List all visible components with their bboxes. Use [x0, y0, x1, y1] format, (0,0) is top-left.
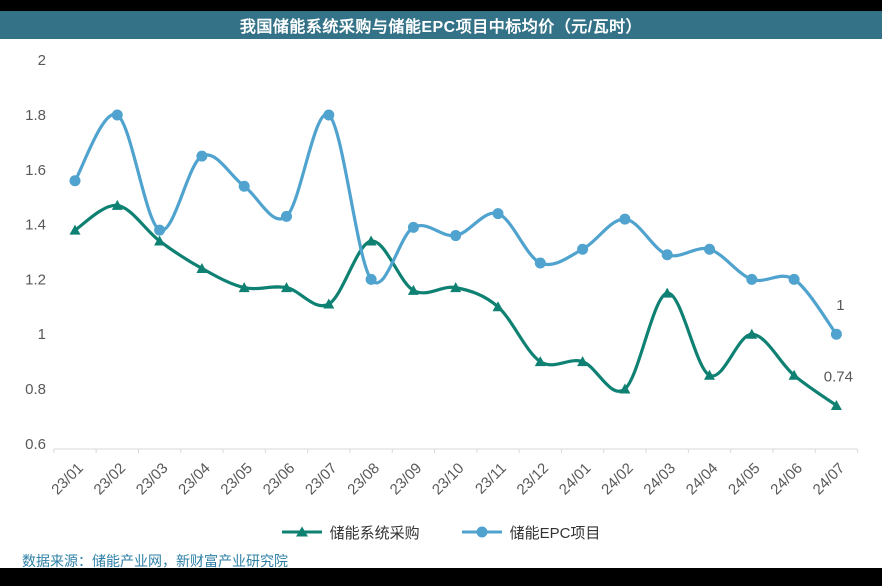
x-tick-label: 23/03 [133, 460, 172, 499]
series-1-circle-marker [534, 257, 546, 269]
line-chart: 2 1.8 1.6 1.4 1.2 1 0.8 0.623/01 23/02 23/03 23/04… [25, 52, 859, 499]
series-0-triangle-marker [704, 369, 715, 380]
series-1-circle-marker [69, 175, 81, 187]
series-1-circle-marker [830, 328, 842, 340]
series-1-circle-marker [788, 273, 800, 285]
series-1-circle-marker [365, 273, 377, 285]
series-1-circle-marker [154, 224, 166, 236]
series-0-triangle-marker [830, 399, 842, 410]
y-tick-label: 1.4 [25, 217, 46, 234]
series-0-triangle-marker [365, 235, 377, 246]
y-tick-label: 1.6 [25, 162, 46, 179]
series-1-circle-marker [238, 180, 250, 192]
legend-item-system-procurement: 储能系统采购 [281, 522, 420, 543]
x-tick-label: 24/07 [810, 460, 849, 499]
x-tick-label: 24/06 [767, 460, 806, 499]
series-1-circle-marker [661, 249, 673, 261]
chart-legend: 储能系统采购 储能EPC项目 [0, 517, 882, 547]
x-tick-label: 24/03 [640, 460, 679, 499]
series-1-line [73, 112, 838, 336]
y-tick-label: 0.8 [25, 381, 46, 398]
series-1-circle-marker [111, 109, 123, 121]
y-tick-label: 1.8 [25, 107, 46, 124]
series-1-circle-marker [196, 150, 208, 162]
series-1-circle-marker [407, 221, 419, 233]
y-tick-label: 1 [38, 326, 46, 343]
series-0-triangle-marker [407, 284, 419, 295]
series-0-triangle-marker [788, 369, 800, 380]
data-point-label: 1 [836, 297, 844, 314]
series-1-circle-marker [492, 208, 504, 220]
x-tick-label: 23/07 [302, 460, 341, 499]
data-point-label: 0.74 [824, 368, 853, 385]
series-0-triangle-marker [577, 356, 589, 367]
x-tick-label: 24/05 [725, 460, 764, 499]
series-0-triangle-marker [281, 282, 292, 293]
legend-label-epc-project: 储能EPC项目 [509, 524, 601, 542]
series-0-triangle-marker [196, 262, 208, 273]
data-source-note: 数据来源：储能产业网，新财富产业研究院 [22, 553, 288, 569]
chart-area: 2 1.8 1.6 1.4 1.2 1 0.8 0.6 23/01 23/02 23/03 23/04… [0, 39, 882, 509]
series-0-triangle-marker [619, 383, 631, 394]
series-0-triangle-marker [534, 356, 546, 367]
x-tick-label: 23/02 [91, 460, 130, 499]
series-0-triangle-marker [111, 199, 123, 210]
top-black-bar [0, 0, 882, 11]
x-tick-label: 23/08 [344, 460, 383, 499]
bottom-black-bar [0, 568, 882, 586]
x-tick-label: 23/05 [217, 460, 256, 499]
series-1-circle-marker [577, 243, 589, 255]
circle-marker-icon [476, 526, 488, 538]
x-tick-label: 24/01 [556, 460, 595, 499]
series-1-circle-marker [281, 210, 292, 222]
series-0-triangle-marker [69, 224, 81, 235]
series-0-triangle-marker [450, 282, 462, 293]
series-0-triangle-marker [154, 235, 166, 246]
legend-swatch-triangle-line [281, 526, 322, 537]
x-tick-label: 23/06 [260, 460, 299, 499]
chart-title-bar: 我国储能系统采购与储能EPC项目中标均价（元/瓦时） [0, 11, 882, 39]
x-tick-label: 23/12 [514, 460, 553, 499]
legend-swatch-circle-line [461, 526, 502, 538]
series-0-triangle-marker [323, 298, 335, 309]
x-tick-label: 23/01 [48, 460, 87, 499]
x-tick-label: 23/09 [387, 460, 426, 499]
series-1-circle-marker [619, 213, 631, 225]
x-tick-label: 24/02 [598, 460, 637, 499]
legend-item-epc-project: 储能EPC项目 [461, 522, 601, 543]
y-tick-label: 1.2 [25, 271, 46, 288]
x-tick-label: 23/10 [429, 460, 468, 499]
legend-label-system-procurement: 储能系统采购 [329, 524, 420, 542]
series-1-circle-marker [323, 109, 335, 121]
series-1-circle-marker [746, 273, 758, 285]
triangle-marker-icon [295, 526, 308, 537]
series-0-triangle-marker [661, 287, 673, 298]
chart-title: 我国储能系统采购与储能EPC项目中标均价（元/瓦时） [239, 19, 643, 36]
series-0-triangle-marker [492, 301, 504, 312]
series-0-triangle-marker [238, 282, 250, 293]
series-0-triangle-marker [746, 328, 758, 339]
x-tick-label: 24/04 [683, 460, 722, 499]
series-1-circle-marker [450, 230, 462, 242]
y-tick-label: 0.6 [25, 436, 46, 453]
y-tick-label: 2 [38, 52, 46, 69]
series-1-circle-marker [704, 243, 715, 255]
x-tick-label: 23/11 [472, 460, 510, 498]
x-tick-label: 23/04 [175, 460, 214, 499]
